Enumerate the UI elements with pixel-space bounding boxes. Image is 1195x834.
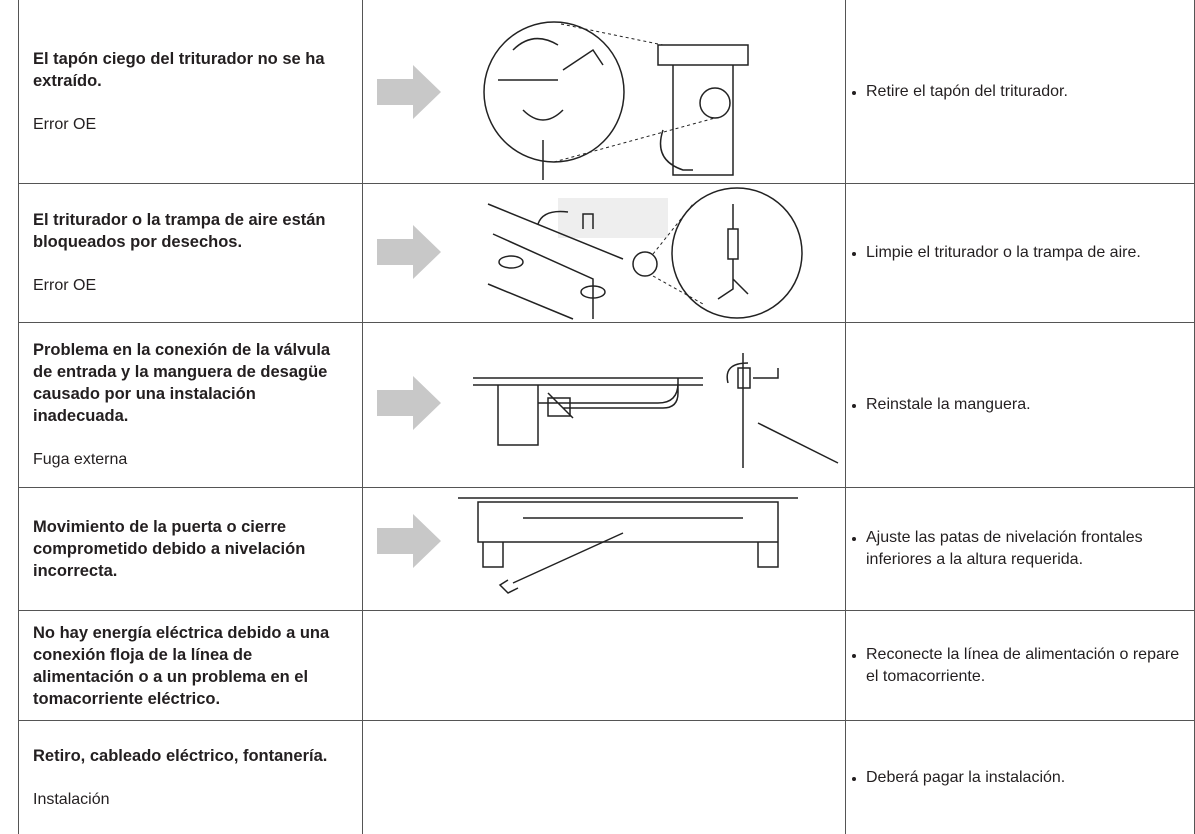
illustration-cell bbox=[362, 611, 845, 720]
problem-cell: Retiro, cableado eléctrico, fontanería. … bbox=[18, 721, 362, 834]
solution: Ajuste las patas de nivelación frontales… bbox=[866, 527, 1186, 571]
problem: Problema en la conexión de la válvula de… bbox=[33, 341, 331, 425]
solution: Retire el tapón del triturador. bbox=[866, 81, 1186, 103]
category: Instalación bbox=[33, 790, 110, 808]
solution-cell: Deberá pagar la instalación. bbox=[845, 721, 1195, 834]
problem: El tapón ciego del triturador no se ha e… bbox=[33, 49, 325, 90]
solution-cell: Reinstale la manguera. bbox=[845, 323, 1195, 487]
solution: Deberá pagar la instalación. bbox=[866, 767, 1186, 789]
illustration-cell bbox=[362, 323, 845, 487]
solution-cell: Limpie el triturador o la trampa de aire… bbox=[845, 184, 1195, 322]
illustration-cell bbox=[362, 0, 845, 183]
category: Error OE bbox=[33, 277, 97, 294]
table-row: El tapón ciego del triturador no se ha e… bbox=[18, 0, 1195, 184]
problem-cell: El tapón ciego del triturador no se ha e… bbox=[18, 0, 362, 183]
table-row: Problema en la conexión de la válvula de… bbox=[18, 323, 1195, 488]
solution-cell: Retire el tapón del triturador. bbox=[845, 0, 1195, 183]
problem: Movimiento de la puerta o cierre comprom… bbox=[33, 518, 306, 580]
table-row: Movimiento de la puerta o cierre comprom… bbox=[18, 488, 1195, 611]
problem: El triturador o la trampa de aire están … bbox=[33, 211, 326, 251]
table-row: El triturador o la trampa de aire están … bbox=[18, 184, 1195, 323]
illustration-cell bbox=[362, 721, 845, 834]
table-row: No hay energía eléctrica debido a una co… bbox=[18, 611, 1195, 721]
problem-cell: No hay energía eléctrica debido a una co… bbox=[18, 611, 362, 720]
illustration bbox=[377, 21, 749, 180]
category: Error OE bbox=[33, 115, 97, 133]
problem: Retiro, cableado eléctrico, fontanería. bbox=[33, 746, 328, 765]
table-row: Retiro, cableado eléctrico, fontanería. … bbox=[18, 721, 1195, 834]
solution: Reconecte la línea de alimentación o rep… bbox=[866, 644, 1186, 688]
problem-cell: El triturador o la trampa de aire están … bbox=[18, 184, 362, 322]
illustration bbox=[377, 187, 803, 320]
solution-cell: Reconecte la línea de alimentación o rep… bbox=[845, 611, 1195, 720]
illustration bbox=[377, 497, 798, 594]
illustration-cell bbox=[362, 488, 845, 610]
problem-cell: Problema en la conexión de la válvula de… bbox=[18, 323, 362, 487]
solution-cell: Ajuste las patas de nivelación frontales… bbox=[845, 488, 1195, 610]
illustration bbox=[377, 353, 839, 468]
problem-cell: Movimiento de la puerta o cierre comprom… bbox=[18, 488, 362, 610]
category: Fuga externa bbox=[33, 451, 128, 468]
solution: Limpie el triturador o la trampa de aire… bbox=[866, 242, 1186, 264]
illustration-cell bbox=[362, 184, 845, 322]
solution: Reinstale la manguera. bbox=[866, 394, 1186, 416]
problem: No hay energía eléctrica debido a una co… bbox=[33, 623, 330, 708]
